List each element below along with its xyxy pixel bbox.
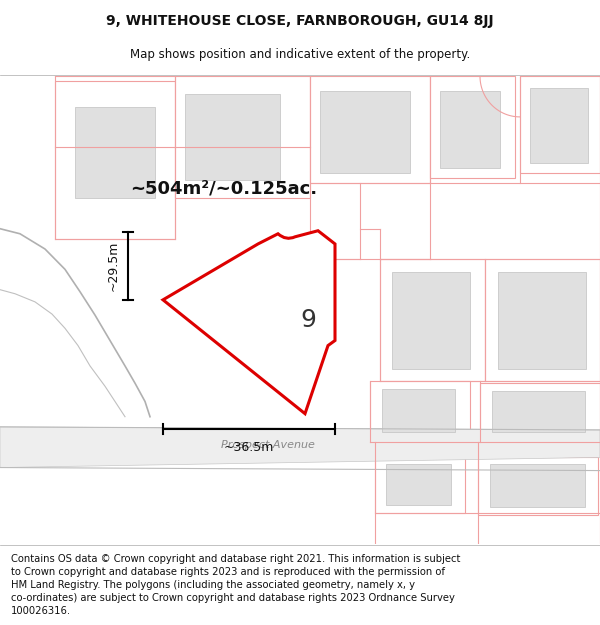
Bar	[520, 76, 600, 172]
Text: Map shows position and indicative extent of the property.: Map shows position and indicative extent…	[130, 48, 470, 61]
Text: 9, WHITEHOUSE CLOSE, FARNBOROUGH, GU14 8JJ: 9, WHITEHOUSE CLOSE, FARNBOROUGH, GU14 8…	[106, 14, 494, 28]
Bar	[480, 383, 600, 442]
Bar	[392, 272, 470, 369]
Bar	[498, 272, 586, 369]
Polygon shape	[0, 427, 600, 468]
PathPatch shape	[163, 231, 335, 414]
Bar	[478, 458, 598, 515]
Bar	[370, 381, 470, 442]
Bar	[485, 259, 600, 381]
Bar	[320, 91, 410, 172]
Text: ~29.5m: ~29.5m	[107, 241, 120, 291]
Bar	[185, 94, 280, 180]
Bar	[382, 389, 455, 432]
Bar	[530, 89, 588, 162]
Bar	[490, 464, 585, 507]
Bar	[380, 259, 485, 381]
Bar	[175, 76, 310, 198]
Bar	[55, 81, 175, 239]
Text: Contains OS data © Crown copyright and database right 2021. This information is : Contains OS data © Crown copyright and d…	[11, 554, 460, 616]
Bar	[492, 391, 585, 432]
Bar	[75, 107, 155, 198]
Bar	[310, 76, 430, 183]
Text: ~36.5m: ~36.5m	[224, 441, 274, 454]
Bar	[440, 91, 500, 168]
Bar	[375, 458, 465, 513]
Text: Prospect Avenue: Prospect Avenue	[221, 440, 315, 450]
Bar	[430, 76, 515, 178]
Text: ~504m²/~0.125ac.: ~504m²/~0.125ac.	[130, 179, 317, 197]
Text: 9: 9	[300, 308, 316, 332]
Bar	[386, 464, 451, 505]
